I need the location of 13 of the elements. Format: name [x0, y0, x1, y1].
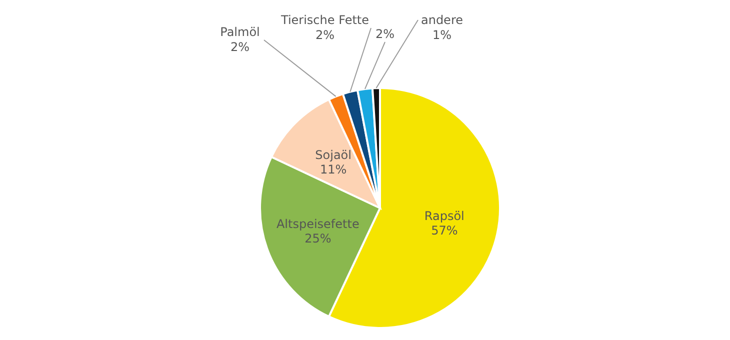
slice-label: Palmöl [220, 25, 260, 39]
slice-label: Altspeisefette [276, 216, 360, 231]
data-label: 2% [230, 40, 250, 54]
data-label: 2% [315, 28, 335, 42]
data-label: 2% [375, 27, 395, 41]
data-label: 1% [432, 28, 452, 42]
slice-label: Rapsöl [424, 208, 464, 223]
slice-label: Sojaöl [315, 148, 352, 162]
data-label: 11% [320, 162, 347, 176]
slice-label: andere [420, 13, 464, 27]
data-label: 25% [304, 231, 332, 246]
slice-label: Tierische Fette [280, 13, 370, 27]
data-label: 57% [431, 223, 458, 238]
